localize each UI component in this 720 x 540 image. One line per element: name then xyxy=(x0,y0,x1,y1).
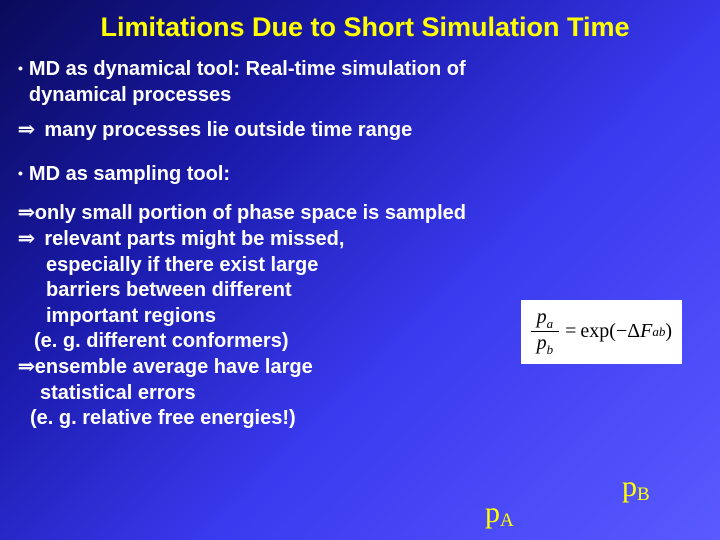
text-line: ensemble average have large xyxy=(35,356,313,378)
eq-text: F xyxy=(640,320,652,343)
text-line: (e. g. relative free energies!) xyxy=(18,406,690,432)
slide-body: • MD as dynamical tool: Real-time simula… xyxy=(0,43,720,432)
arrow-icon: ⇒ xyxy=(18,119,35,141)
slide-title: Limitations Due to Short Simulation Time xyxy=(0,0,720,43)
bullet-icon: • xyxy=(18,162,23,186)
point-1-consequence: ⇒ many processes lie outside time range xyxy=(18,118,690,144)
eq-sub: ab xyxy=(652,324,665,340)
slide: Limitations Due to Short Simulation Time… xyxy=(0,0,720,540)
text-line: statistical errors xyxy=(18,381,690,407)
fraction: pa pb xyxy=(531,306,560,358)
text-line: MD as dynamical tool: Real-time simulati… xyxy=(29,58,466,80)
point-2-text: MD as sampling tool: xyxy=(29,162,230,188)
point-2: • MD as sampling tool: xyxy=(18,162,690,188)
eq-p: p xyxy=(537,332,547,354)
bullet-icon: • xyxy=(18,57,23,81)
eq-equals: = xyxy=(565,320,576,343)
point-1: • MD as dynamical tool: Real-time simula… xyxy=(18,57,690,108)
text-line: dynamical processes xyxy=(29,84,231,106)
arrow-icon: ⇒ xyxy=(18,356,35,378)
eq-text: −Δ xyxy=(616,320,640,343)
text-line: many processes lie outside time range xyxy=(44,119,412,141)
text-line: only small portion of phase space is sam… xyxy=(35,202,466,224)
sub-1: ⇒only small portion of phase space is sa… xyxy=(18,201,690,227)
label-p: p xyxy=(622,470,637,503)
eq-text: exp( xyxy=(580,320,616,343)
label-sub: B xyxy=(637,484,650,505)
label-sub: A xyxy=(500,510,514,531)
label-pb: pB xyxy=(622,470,650,506)
label-pa: pA xyxy=(485,496,514,532)
text-line: especially if there exist large xyxy=(18,253,690,279)
sub-2: ⇒ relevant parts might be missed, xyxy=(18,227,690,253)
point-1-text: MD as dynamical tool: Real-time simulati… xyxy=(29,57,466,108)
eq-sub: a xyxy=(547,316,554,331)
equation-box: pa pb = exp(−ΔFab) xyxy=(521,300,682,364)
eq-sub: b xyxy=(547,342,554,357)
eq-text: ) xyxy=(665,320,672,343)
text-line: relevant parts might be missed, xyxy=(44,228,344,250)
eq-p: p xyxy=(537,306,547,328)
arrow-icon: ⇒ xyxy=(18,202,35,224)
arrow-icon: ⇒ xyxy=(18,228,35,250)
label-p: p xyxy=(485,496,500,529)
